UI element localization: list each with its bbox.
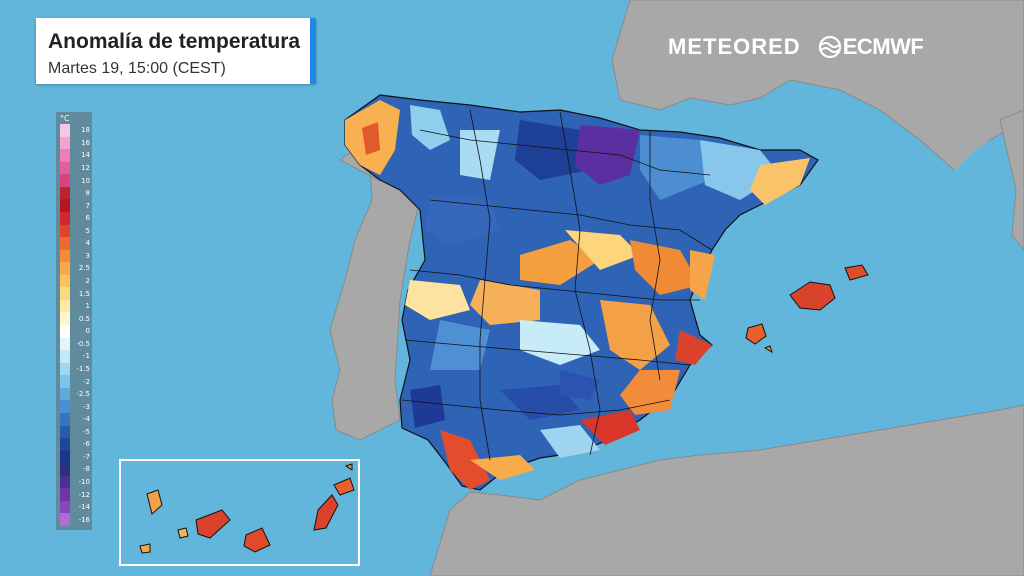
legend-label: -16 <box>78 515 90 524</box>
legend-label: -2.5 <box>76 390 90 399</box>
legend-label: -5 <box>83 427 90 436</box>
legend-swatch <box>60 274 70 288</box>
legend-swatch <box>60 325 70 338</box>
legend-unit: °C <box>60 114 70 123</box>
legend-label: -0.5 <box>76 339 90 348</box>
legend-label: 6 <box>85 214 90 223</box>
ecmwf-text: ECMWF <box>842 34 924 59</box>
legend-swatch <box>60 450 70 464</box>
legend-label: -14 <box>78 503 90 512</box>
anomaly-blotches <box>345 100 810 490</box>
canary-islands <box>139 463 355 554</box>
surrounding-land <box>329 0 1024 576</box>
legend-labels: 18 16 14 12 10 8 7 6 5 4 3 2.5 2 1.5 1 0.5 0 -0.5 -1 -1.5 -2… <box>72 124 90 526</box>
legend-label: -1.5 <box>76 364 90 373</box>
legend-swatch <box>60 350 70 363</box>
legend-swatch <box>60 161 70 175</box>
legend-label: 18 <box>81 126 90 135</box>
legend-swatch <box>60 362 70 376</box>
legend-swatch <box>60 500 70 514</box>
legend-swatch <box>60 199 70 212</box>
ecmwf-logo: ECMWF <box>817 34 924 60</box>
legend-swatch <box>60 387 70 401</box>
legend-swatch <box>60 136 70 150</box>
balearic-islands <box>745 264 869 354</box>
legend-swatch <box>60 149 70 162</box>
legend-swatch <box>60 463 70 476</box>
legend-label: 1.5 <box>78 289 90 298</box>
legend-label: 0 <box>85 327 90 336</box>
legend-label: 16 <box>81 138 90 147</box>
legend-swatch <box>60 249 70 263</box>
legend-label: -2 <box>83 377 90 386</box>
title-card: Anomalía de temperatura Martes 19, 15:00… <box>36 18 316 84</box>
legend-swatch <box>60 412 70 426</box>
legend-label: 5 <box>85 226 90 235</box>
map-subtitle: Martes 19, 15:00 (CEST) <box>48 60 226 77</box>
legend-label: 8 <box>85 189 90 198</box>
legend-swatch <box>60 488 70 501</box>
legend-swatch <box>60 262 70 275</box>
legend-color-bar <box>60 124 70 526</box>
legend-swatch <box>60 425 70 439</box>
color-legend: °C 18 16 14 12 10 8 7 6 5 4 3 2.5 2 1.5 1 0.5 0 -0.5 -1 -1.… <box>56 112 92 530</box>
legend-swatch <box>60 186 70 200</box>
legend-swatch <box>60 299 70 313</box>
legend-swatch <box>60 224 70 238</box>
legend-label: -12 <box>78 490 90 499</box>
legend-label: -1 <box>83 352 90 361</box>
legend-swatch <box>60 237 70 250</box>
brand-logos: METEORED ECMWF <box>668 34 924 60</box>
legend-swatch <box>60 287 70 300</box>
legend-label: -8 <box>83 465 90 474</box>
legend-label: 2 <box>85 277 90 286</box>
legend-label: 0.5 <box>78 314 90 323</box>
legend-label: -6 <box>83 440 90 449</box>
legend-swatch <box>60 337 70 351</box>
legend-swatch <box>60 312 70 325</box>
legend-label: 10 <box>81 176 90 185</box>
legend-label: 7 <box>85 201 90 210</box>
legend-label: 14 <box>81 151 90 160</box>
map-title: Anomalía de temperatura <box>48 30 301 53</box>
legend-label: -3 <box>83 402 90 411</box>
legend-label: 1 <box>85 302 90 311</box>
meteored-logo: METEORED <box>668 34 801 59</box>
region-borders <box>401 109 713 461</box>
legend-label: 3 <box>85 251 90 260</box>
legend-label: 4 <box>85 239 90 248</box>
legend-label: 2.5 <box>78 264 90 273</box>
ecmwf-wave-icon <box>818 36 841 58</box>
legend-label: -4 <box>83 415 90 424</box>
legend-label: -7 <box>83 452 90 461</box>
legend-swatch <box>60 513 70 526</box>
legend-swatch <box>60 124 70 137</box>
legend-swatch <box>60 375 70 388</box>
legend-swatch <box>60 400 70 413</box>
canary-islands-inset-frame <box>119 459 360 566</box>
legend-label: -10 <box>78 478 90 487</box>
legend-swatch <box>60 438 70 451</box>
legend-label: 12 <box>81 163 90 172</box>
legend-swatch <box>60 174 70 187</box>
title-accent-bar <box>310 18 316 84</box>
legend-swatch <box>60 475 70 489</box>
legend-swatch <box>60 211 70 225</box>
